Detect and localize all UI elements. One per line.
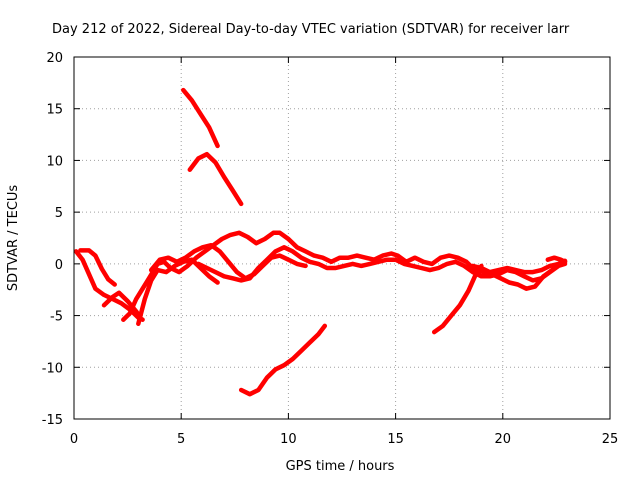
series-arc-5 (101, 290, 143, 320)
x-tick-label: 25 (602, 432, 619, 447)
series-arc-3 (73, 249, 145, 322)
grid (74, 57, 610, 419)
chart-title: Day 212 of 2022, Sidereal Day-to-day VTE… (52, 22, 570, 37)
series-arc-9 (196, 245, 568, 283)
y-tick-label: 10 (46, 154, 63, 169)
series-arc-7 (136, 257, 220, 327)
x-tick-label: 0 (70, 432, 78, 447)
series-arc-13 (545, 255, 568, 265)
x-tick-label: 5 (177, 432, 185, 447)
plot-frame (73, 56, 611, 420)
x-tick-label: 20 (495, 432, 512, 447)
x-axis-title: GPS time / hours (286, 459, 395, 474)
x-tick-label: 10 (280, 432, 297, 447)
y-tick-label: 15 (46, 103, 63, 118)
y-tick-label: 20 (46, 51, 63, 66)
y-tick-label: -15 (42, 413, 63, 428)
series-arc-8 (148, 242, 308, 281)
axis-ticks: 0 5 10 15 20 25 -15 -10 -5 0 5 10 15 20 (42, 51, 619, 447)
x-tick-label: 15 (387, 432, 404, 447)
y-tick-label: -5 (50, 310, 63, 325)
y-tick-label: -10 (42, 361, 63, 376)
series-arc-12 (470, 259, 568, 275)
series-arc-4 (78, 248, 117, 287)
y-tick-label: 0 (55, 258, 63, 273)
series-arc-10 (238, 323, 328, 397)
series-arc-2 (187, 151, 244, 207)
series-arc-11 (431, 263, 484, 335)
y-tick-label: 5 (55, 206, 63, 221)
series-arc-1 (181, 87, 220, 149)
y-axis-title: SDTVAR / TECUs (6, 185, 21, 292)
series-layer (73, 87, 568, 397)
